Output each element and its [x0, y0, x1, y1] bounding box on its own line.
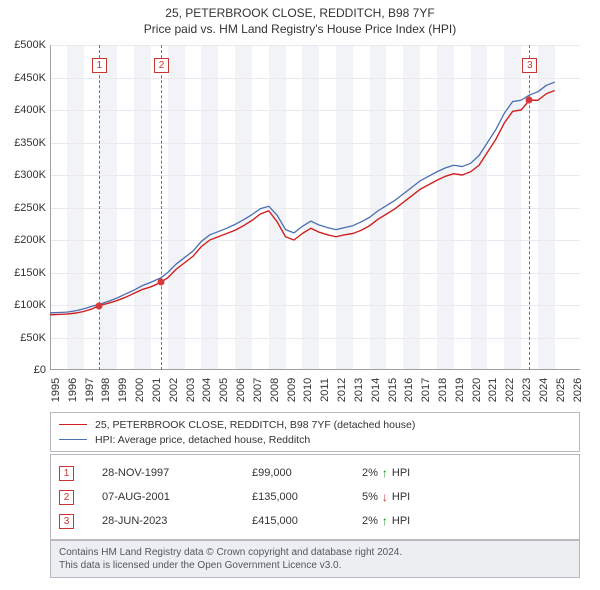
legend-row: HPI: Average price, detached house, Redd… — [59, 432, 571, 447]
attribution-line-1: Contains HM Land Registry data © Crown c… — [59, 546, 571, 559]
x-axis-tick-label: 1996 — [67, 378, 79, 402]
x-axis-tick-label: 2018 — [437, 378, 449, 402]
event-row-hpi: 2% ↑ HPI — [362, 514, 410, 528]
legend-label: HPI: Average price, detached house, Redd… — [95, 434, 310, 446]
event-row-hpi-label: HPI — [392, 515, 410, 527]
event-row-date: 28-NOV-1997 — [102, 467, 252, 479]
event-marker-line — [161, 45, 162, 370]
y-axis-tick-label: £200K — [14, 234, 46, 246]
event-row-number: 2 — [59, 490, 74, 505]
event-row-hpi-label: HPI — [392, 491, 410, 503]
x-axis-tick-label: 2011 — [319, 378, 331, 402]
event-row-pct: 2% — [362, 467, 378, 479]
attribution: Contains HM Land Registry data © Crown c… — [50, 540, 580, 578]
x-axis-tick-label: 2026 — [572, 378, 584, 402]
x-axis-tick-label: 2012 — [336, 378, 348, 402]
event-point-marker — [526, 97, 533, 104]
event-row-hpi-label: HPI — [392, 467, 410, 479]
event-row-price: £415,000 — [252, 515, 362, 527]
legend-row: 25, PETERBROOK CLOSE, REDDITCH, B98 7YF … — [59, 417, 571, 432]
event-number-box: 1 — [92, 58, 107, 73]
x-axis-tick-label: 1999 — [117, 378, 129, 402]
event-row-pct: 5% — [362, 491, 378, 503]
x-axis-tick-label: 2024 — [538, 378, 550, 402]
x-axis-tick-label: 2015 — [387, 378, 399, 402]
event-row: 2 07-AUG-2001£135,0005% ↓ HPI — [59, 485, 571, 509]
event-row-price: £99,000 — [252, 467, 362, 479]
event-row-number: 1 — [59, 466, 74, 481]
x-axis-tick-label: 2022 — [504, 378, 516, 402]
y-axis-tick-label: £100K — [14, 299, 46, 311]
event-row-price: £135,000 — [252, 491, 362, 503]
legend-swatch — [59, 424, 87, 425]
legend-swatch — [59, 439, 87, 440]
event-row-pct: 2% — [362, 515, 378, 527]
attribution-line-2: This data is licensed under the Open Gov… — [59, 559, 571, 572]
arrow-down-icon: ↓ — [382, 490, 388, 504]
event-marker-line — [99, 45, 100, 370]
x-axis-tick-label: 2001 — [151, 378, 163, 402]
y-axis-tick-label: £450K — [14, 72, 46, 84]
y-axis-tick-label: £400K — [14, 104, 46, 116]
x-axis-tick-label: 2025 — [555, 378, 567, 402]
event-row-date: 07-AUG-2001 — [102, 491, 252, 503]
event-marker-line — [529, 45, 530, 370]
event-point-marker — [158, 279, 165, 286]
y-axis-tick-label: £300K — [14, 169, 46, 181]
legend: 25, PETERBROOK CLOSE, REDDITCH, B98 7YF … — [50, 412, 580, 452]
y-axis-tick-label: £150K — [14, 267, 46, 279]
x-axis-tick-label: 2000 — [134, 378, 146, 402]
x-axis-tick-label: 2009 — [286, 378, 298, 402]
legend-label: 25, PETERBROOK CLOSE, REDDITCH, B98 7YF … — [95, 419, 415, 431]
event-number-box: 2 — [154, 58, 169, 73]
y-axis-tick-label: £50K — [20, 332, 46, 344]
x-axis-tick-label: 2002 — [168, 378, 180, 402]
chart-title: 25, PETERBROOK CLOSE, REDDITCH, B98 7YF … — [0, 0, 600, 37]
event-row-hpi: 5% ↓ HPI — [362, 490, 410, 504]
event-point-marker — [95, 302, 102, 309]
x-axis-tick-label: 2019 — [454, 378, 466, 402]
x-axis-tick-label: 2004 — [201, 378, 213, 402]
series-property — [50, 91, 555, 315]
x-axis-tick-label: 2005 — [218, 378, 230, 402]
events-table: 128-NOV-1997£99,0002%↑HPI207-AUG-2001£13… — [50, 454, 580, 540]
y-axis-tick-label: £350K — [14, 137, 46, 149]
x-axis-tick-label: 2013 — [353, 378, 365, 402]
x-axis-tick-label: 2008 — [269, 378, 281, 402]
y-axis-tick-label: £250K — [14, 202, 46, 214]
event-row: 3 28-JUN-2023£415,0002% ↑ HPI — [59, 509, 571, 533]
series-hpi — [50, 82, 555, 313]
event-row: 1 28-NOV-1997£99,0002% ↑ HPI — [59, 461, 571, 485]
plot-area: 123 £0£50K£100K£150K£200K£250K£300K£350K… — [50, 45, 580, 370]
chart-container: 25, PETERBROOK CLOSE, REDDITCH, B98 7YF … — [0, 0, 600, 590]
x-axis-tick-label: 2003 — [185, 378, 197, 402]
x-axis-tick-label: 2007 — [252, 378, 264, 402]
x-axis-tick-label: 1998 — [100, 378, 112, 402]
event-row-number: 3 — [59, 514, 74, 529]
y-axis-tick-label: £500K — [14, 39, 46, 51]
event-row-date: 28-JUN-2023 — [102, 515, 252, 527]
x-axis-tick-label: 2021 — [487, 378, 499, 402]
title-line-1: 25, PETERBROOK CLOSE, REDDITCH, B98 7YF — [0, 6, 600, 22]
y-axis-tick-label: £0 — [34, 364, 46, 376]
x-axis-tick-label: 2020 — [471, 378, 483, 402]
x-axis-tick-label: 2014 — [370, 378, 382, 402]
arrow-up-icon: ↑ — [382, 514, 388, 528]
x-axis-tick-label: 2010 — [302, 378, 314, 402]
event-row-hpi: 2% ↑ HPI — [362, 466, 410, 480]
x-axis-tick-label: 1997 — [84, 378, 96, 402]
title-line-2: Price paid vs. HM Land Registry's House … — [0, 22, 600, 38]
x-axis-tick-label: 2017 — [420, 378, 432, 402]
x-axis-tick-label: 2023 — [521, 378, 533, 402]
x-axis-tick-label: 2016 — [403, 378, 415, 402]
line-series-svg — [50, 45, 580, 370]
x-axis-tick-label: 1995 — [50, 378, 62, 402]
event-number-box: 3 — [522, 58, 537, 73]
x-axis-tick-label: 2006 — [235, 378, 247, 402]
arrow-up-icon: ↑ — [382, 466, 388, 480]
